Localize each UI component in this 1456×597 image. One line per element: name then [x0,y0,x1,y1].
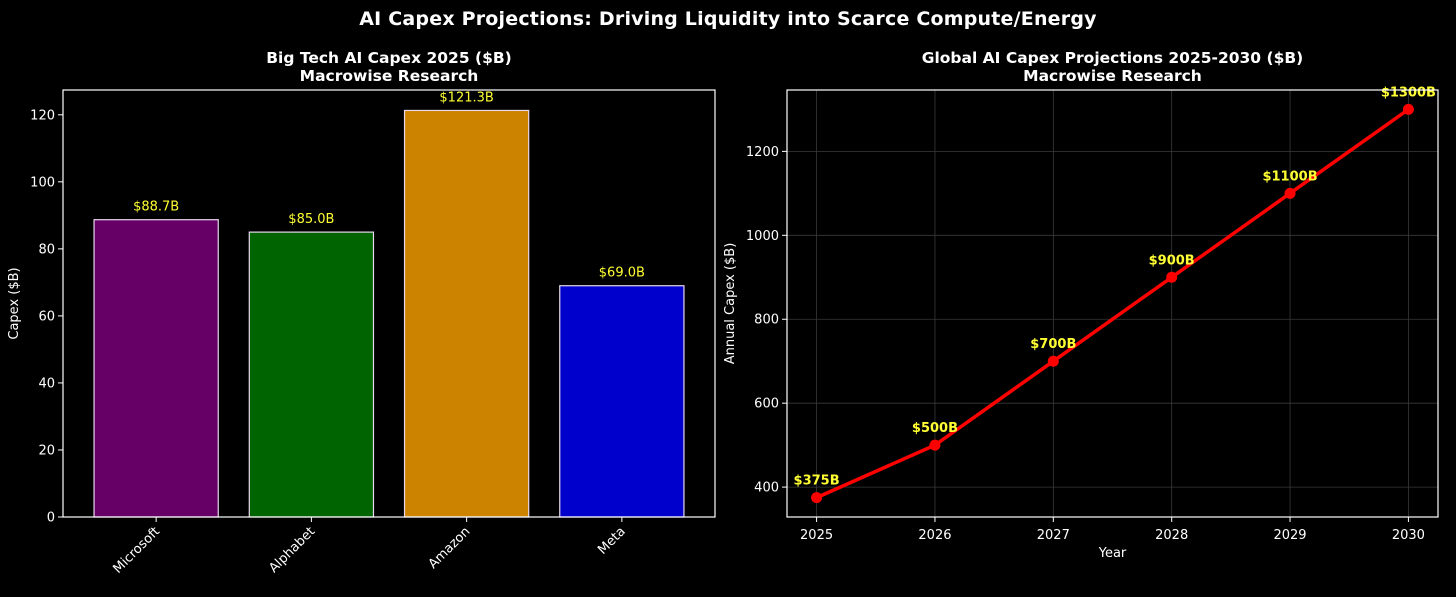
bar-data-label: $85.0B [288,212,334,227]
line-chart: Global AI Capex Projections 2025-2030 ($… [723,49,1439,561]
bar-chart-subtitle: Macrowise Research [300,67,479,85]
x-tick-label: 2030 [1392,528,1425,543]
y-tick-label: 60 [38,309,55,324]
bar-alphabet [248,231,375,518]
x-tick-label: Meta [595,524,628,557]
y-tick-label: 0 [47,511,55,526]
x-tick-label: Amazon [426,524,474,572]
line-chart-subtitle: Macrowise Research [1023,67,1202,85]
bar-chart-frame [62,89,716,518]
x-tick-label: 2028 [1155,528,1188,543]
data-point-2029 [1284,187,1296,199]
bar-amazon [403,109,530,518]
data-point-2027 [1047,355,1059,367]
y-tick-label: 400 [754,481,779,496]
figure-title: AI Capex Projections: Driving Liquidity … [359,8,1097,30]
line-data-label: $900B [1149,253,1195,268]
bar-data-label: $88.7B [133,200,179,215]
bar-data-label: $69.0B [599,266,645,281]
capex-series-line [815,107,1410,500]
y-tick-label: 1000 [746,229,779,244]
y-tick-label: 1200 [746,145,779,160]
bar-data-label: $121.3B [439,90,493,105]
line-data-label: $375B [794,474,840,489]
y-tick-label: 800 [754,313,779,328]
line-data-label: $1100B [1262,169,1317,184]
data-point-2026 [929,439,941,451]
y-tick-label: 40 [38,376,55,391]
x-tick-label: 2025 [800,528,833,543]
y-tick-label: 600 [754,397,779,412]
x-tick-label: Alphabet [266,524,318,576]
bar-chart-ylabel: Capex ($B) [7,267,22,339]
y-tick-label: 80 [38,242,55,257]
y-tick-label: 20 [38,443,55,458]
line-data-label: $1300B [1381,85,1436,100]
data-point-2025 [811,492,823,504]
bar-chart: Big Tech AI Capex 2025 ($B) Macrowise Re… [7,49,716,577]
bar-chart-title: Big Tech AI Capex 2025 ($B) [266,49,512,67]
x-tick-label: Microsoft [111,524,163,576]
data-point-2030 [1402,103,1414,115]
y-tick-label: 100 [30,175,55,190]
x-tick-label: 2027 [1037,528,1070,543]
x-tick-label: 2026 [918,528,951,543]
x-tick-label: 2029 [1273,528,1306,543]
line-chart-ylabel: Annual Capex ($B) [723,243,738,365]
line-chart-xlabel: Year [1098,546,1127,561]
line-chart-title: Global AI Capex Projections 2025-2030 ($… [922,49,1304,67]
line-data-label: $500B [912,421,958,436]
line-chart-frame [786,89,1439,518]
y-tick-label: 120 [30,108,55,123]
data-point-2028 [1166,271,1178,283]
line-data-label: $700B [1030,337,1076,352]
bar-meta [559,285,685,518]
bar-microsoft [93,219,219,518]
